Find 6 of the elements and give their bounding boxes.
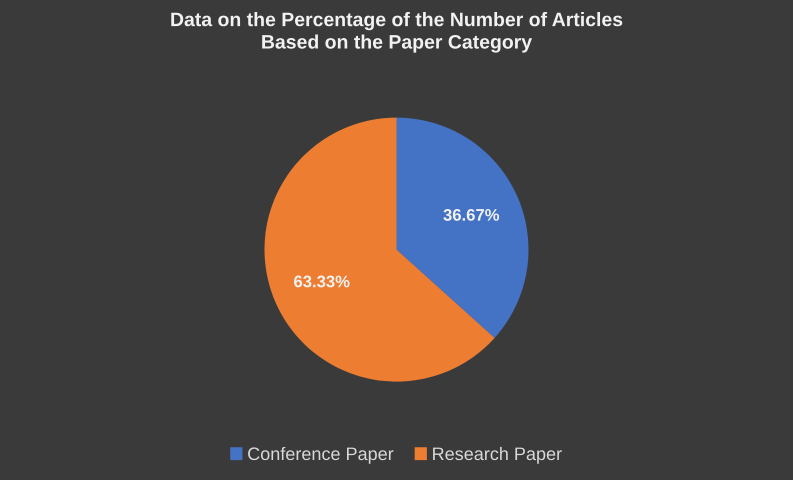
data-label: 63.33% <box>294 276 350 288</box>
chart-title: Data on the Percentage of the Number of Articles Based on the Paper Category <box>171 12 622 53</box>
data-label: 36.67% <box>443 208 500 221</box>
legend-label: Research Paper <box>433 446 562 464</box>
pie-slice <box>396 118 528 338</box>
legend-label: Conference Paper <box>248 446 394 464</box>
